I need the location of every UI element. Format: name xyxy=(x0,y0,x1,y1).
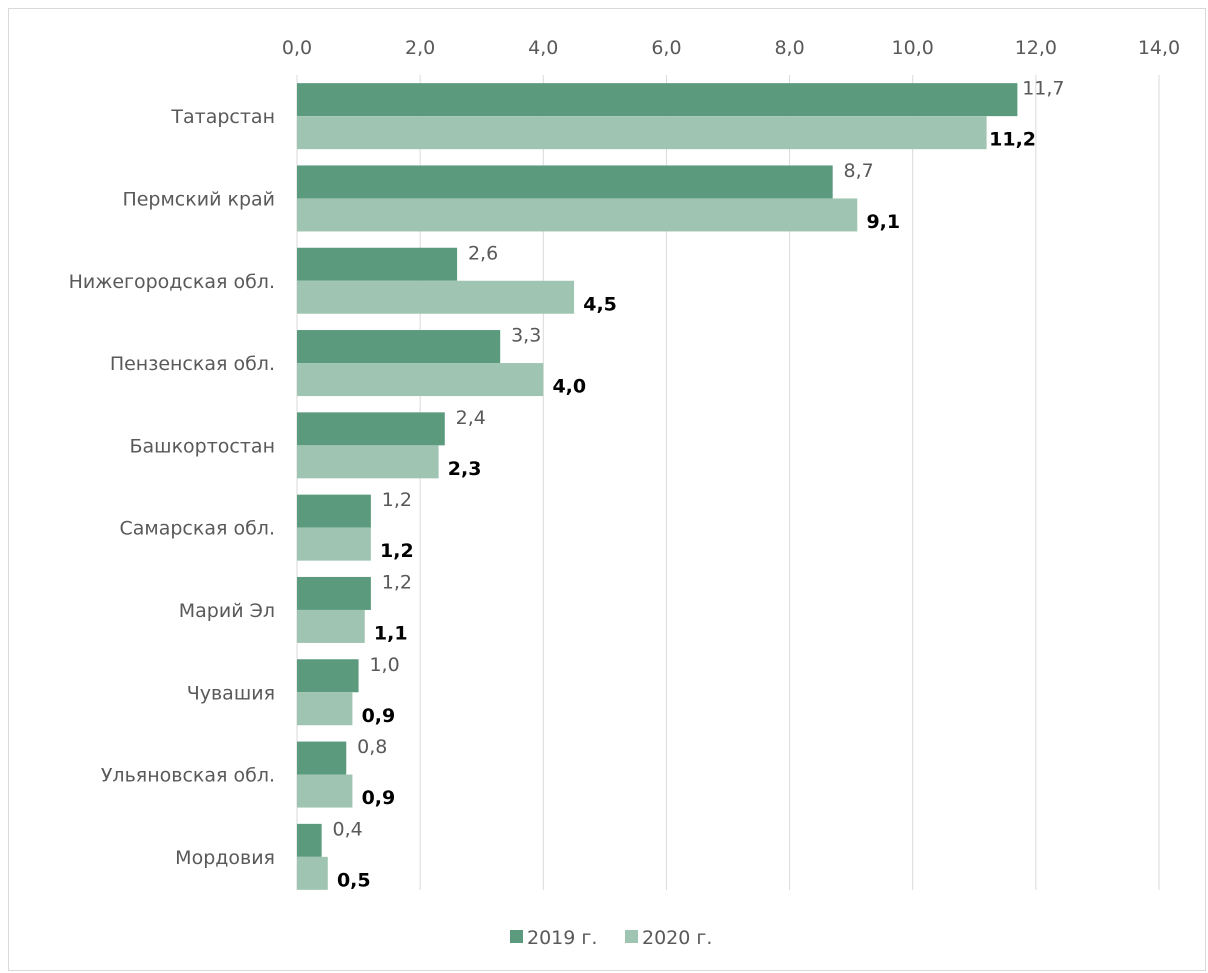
category-label: Самарская обл. xyxy=(119,518,275,540)
data-label-2020: 1,1 xyxy=(374,622,408,644)
bar-2019 xyxy=(297,494,371,528)
bar-2020 xyxy=(297,116,987,150)
data-label-2020: 4,0 xyxy=(552,376,586,398)
bar-2019 xyxy=(297,823,322,857)
data-label-2019: 11,7 xyxy=(1022,78,1064,100)
category-label: Татарстан xyxy=(170,106,275,128)
bar-2019 xyxy=(297,412,445,446)
category-label: Чувашия xyxy=(187,682,275,704)
bar-2020 xyxy=(297,280,575,314)
data-label-2019: 3,3 xyxy=(511,325,541,347)
category-label: Ульяновская обл. xyxy=(101,765,275,787)
data-label-2020: 9,1 xyxy=(866,211,900,233)
data-label-2019: 8,7 xyxy=(844,160,874,182)
bar-2020 xyxy=(297,774,353,808)
category-label: Марий Эл xyxy=(179,600,275,622)
category-labels: Татарстан Пермский край Нижегородская обл.… xyxy=(69,106,275,869)
data-label-2020: 11,2 xyxy=(989,129,1036,151)
bar-2019 xyxy=(297,741,347,775)
data-label-2019: 0,4 xyxy=(333,818,363,840)
x-tick-label: 12,0 xyxy=(1015,37,1057,59)
category-label: Башкортостан xyxy=(130,435,276,457)
data-label-2019: 2,6 xyxy=(468,242,498,264)
x-tick-label: 10,0 xyxy=(892,37,934,59)
category-label: Пензенская обл. xyxy=(110,353,275,375)
legend-label: 2019 г. xyxy=(527,927,597,949)
legend-label: 2020 г. xyxy=(642,927,712,949)
data-label-2019: 1,2 xyxy=(382,571,412,593)
data-label-2019: 1,0 xyxy=(369,654,399,676)
bar-2019 xyxy=(297,576,371,610)
x-tick-label: 8,0 xyxy=(774,37,804,59)
data-label-2020: 0,9 xyxy=(362,787,396,809)
data-label-2019: 2,4 xyxy=(456,407,486,429)
bar-2020 xyxy=(297,692,353,726)
data-label-2019: 1,2 xyxy=(382,489,412,511)
legend: 2019 г. 2020 г. xyxy=(510,927,712,949)
data-label-2020: 2,3 xyxy=(448,458,482,480)
bar-2020 xyxy=(297,856,328,890)
bar-2020 xyxy=(297,198,858,232)
legend-swatch xyxy=(510,930,523,943)
category-label: Пермский край xyxy=(122,188,275,210)
x-tick-label: 2,0 xyxy=(405,37,435,59)
x-tick-label: 0,0 xyxy=(282,37,312,59)
bar-2019 xyxy=(297,659,359,693)
bar-2019 xyxy=(297,165,833,199)
bar-2019 xyxy=(297,330,501,364)
x-tick-label: 14,0 xyxy=(1138,37,1180,59)
category-label: Нижегородская обл. xyxy=(69,271,275,293)
data-label-2020: 0,5 xyxy=(337,869,371,891)
bar-2019 xyxy=(297,83,1018,117)
data-label-2020: 0,9 xyxy=(362,705,396,727)
data-labels: 11,7 11,2 8,7 9,1 2,6 4,5 3,3 4,0 2,4 2,3 1,2 1,2 1,… xyxy=(333,78,1065,892)
x-axis-ticks: 0,0 2,0 4,0 6,0 8,0 10,0 12,0 14,0 xyxy=(282,37,1180,59)
bar-2019 xyxy=(297,247,458,281)
bars xyxy=(297,83,1018,890)
x-tick-label: 6,0 xyxy=(651,37,681,59)
bar-2020 xyxy=(297,445,439,479)
x-tick-label: 4,0 xyxy=(528,37,558,59)
data-label-2020: 4,5 xyxy=(583,293,617,315)
bar-2020 xyxy=(297,527,371,561)
data-label-2019: 0,8 xyxy=(357,736,387,758)
bar-2020 xyxy=(297,609,365,643)
data-label-2020: 1,2 xyxy=(380,540,414,562)
legend-swatch xyxy=(625,930,638,943)
bar-2020 xyxy=(297,363,544,397)
category-label: Мордовия xyxy=(175,847,275,869)
